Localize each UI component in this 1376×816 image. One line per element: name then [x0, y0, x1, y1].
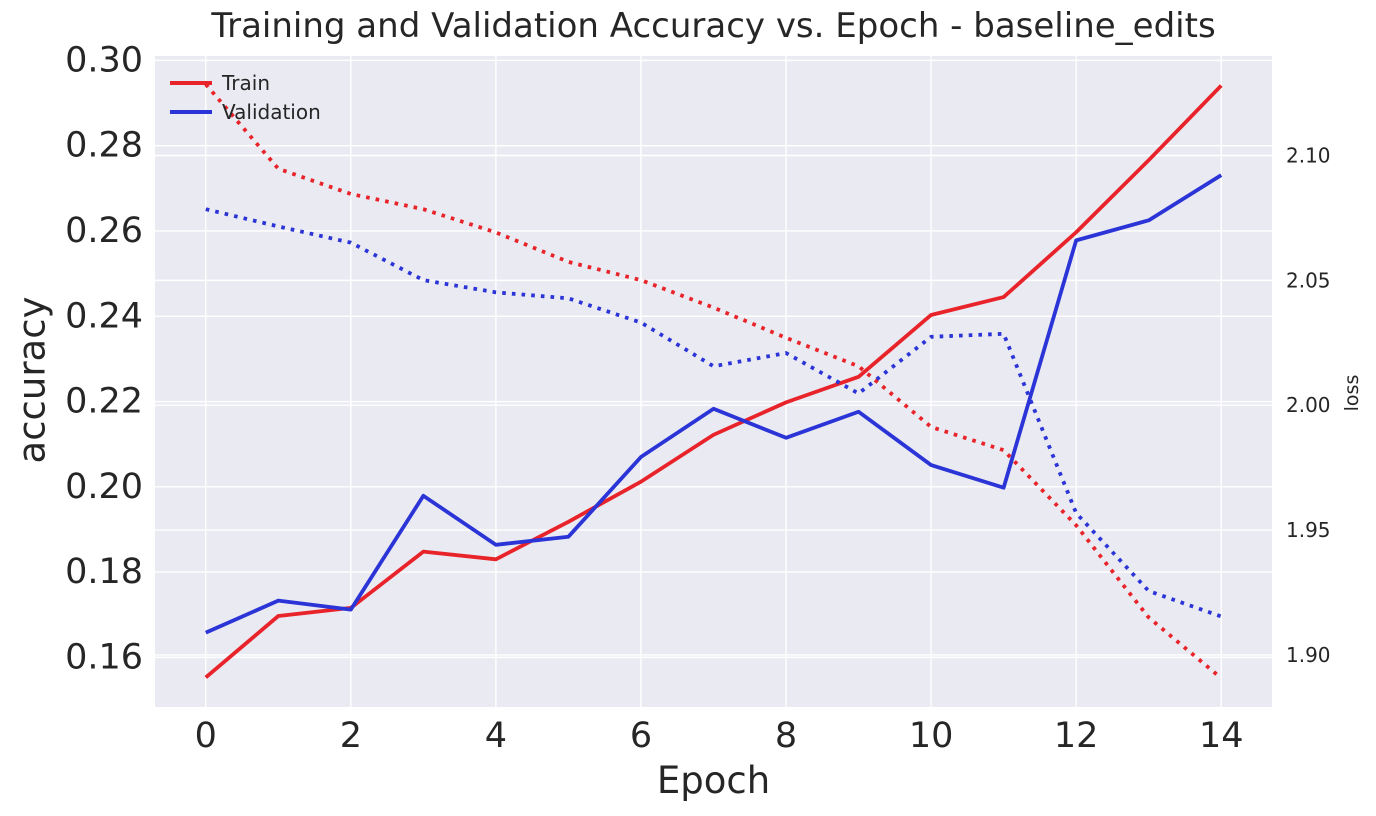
x-tick-label: 14	[1199, 716, 1244, 756]
y-tick-label-accuracy: 0.24	[65, 296, 143, 336]
y-tick-label-accuracy: 0.22	[65, 382, 143, 422]
series-line-validation-accuracy	[205, 173, 1223, 635]
y-tick-label-accuracy: 0.16	[65, 637, 143, 677]
y-tick-label-loss: 2.00	[1286, 393, 1331, 417]
x-axis-label: Epoch	[656, 759, 771, 802]
x-tick-label: 2	[340, 716, 362, 756]
y-tick-label-loss: 2.05	[1286, 268, 1331, 292]
y-tick-label-loss: 2.10	[1286, 144, 1331, 168]
x-tick-label: 4	[485, 716, 507, 756]
legend-label-validation: Validation	[222, 100, 321, 124]
y-tick-label-accuracy: 0.18	[65, 552, 143, 592]
y-tick-label-accuracy: 0.20	[65, 467, 143, 507]
series-line-validation-loss	[205, 207, 1222, 619]
y-axis-label-accuracy: accuracy	[10, 296, 54, 464]
chart-title: Training and Validation Accuracy vs. Epo…	[211, 6, 1216, 46]
x-tick-label: 12	[1054, 716, 1099, 756]
x-tick-label: 6	[630, 716, 652, 756]
x-tick-label: 0	[195, 716, 217, 756]
legend-label-train: Train	[221, 71, 270, 95]
y-tick-label-loss: 1.95	[1286, 518, 1331, 542]
y-tick-label-loss: 1.90	[1286, 643, 1331, 667]
x-tick-label: 8	[775, 716, 797, 756]
y-tick-label-accuracy: 0.30	[65, 40, 143, 80]
series-line-train-accuracy	[204, 84, 1223, 679]
y-tick-label-accuracy: 0.28	[65, 126, 143, 166]
y-tick-label-accuracy: 0.26	[65, 211, 143, 251]
plot-background	[155, 56, 1272, 707]
x-tick-label: 10	[909, 716, 954, 756]
y-axis-label-loss: loss	[1341, 374, 1363, 412]
